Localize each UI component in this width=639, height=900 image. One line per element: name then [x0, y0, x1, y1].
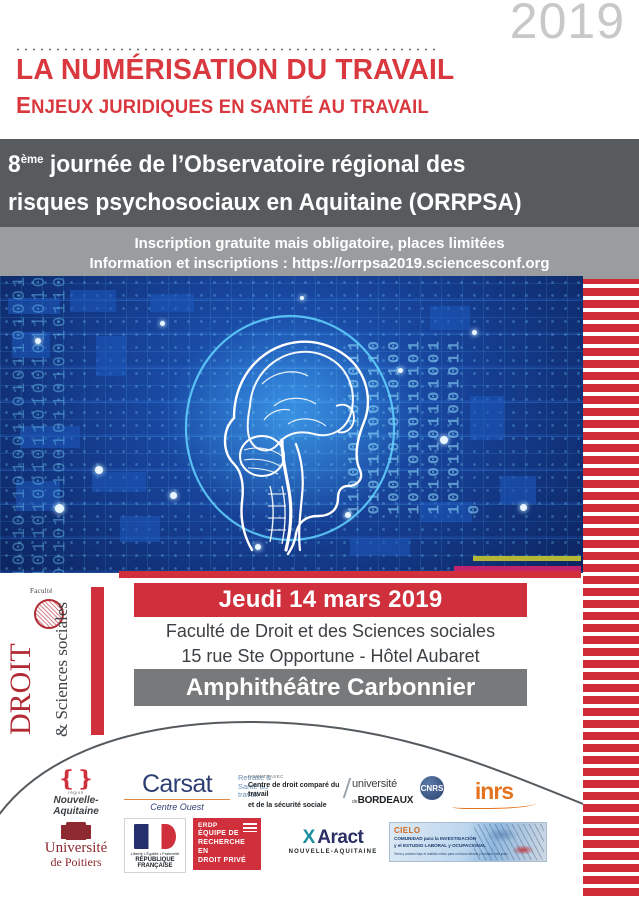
logo-aract: X Aract NOUVELLE-AQUITAINE — [283, 828, 383, 855]
accent-bar-red — [119, 571, 581, 578]
ordinal-suffix: ème — [20, 152, 44, 166]
subtitle-rest: NJEUX JURIDIQUES EN SANTÉ AU TRAVAIL — [31, 97, 429, 118]
carsat-tagline: Retraite & Santé au travail — [238, 773, 272, 799]
logo-comptrasec: COMPTRASEC Centre de droit comparé du tr… — [248, 774, 348, 810]
subtitle-line-1-rest: journée de l’Observatoire régional des — [43, 151, 466, 178]
logo-republique-francaise: Liberté • Égalité • Fraternité RÉPUBLIQU… — [124, 818, 186, 873]
aract-region: NOUVELLE-AQUITAINE — [288, 849, 378, 855]
subtitle-initial: E — [16, 92, 32, 118]
poitiers-line-1: Université — [44, 840, 108, 856]
erdp-line-3: DROIT PRIVÉ — [198, 857, 247, 864]
dotted-divider — [14, 48, 438, 51]
comptrasec-line-2: et de la sécurité sociale — [248, 802, 327, 809]
logo-universite-poitiers: Université de Poitiers — [30, 822, 122, 869]
poitiers-line-2: de Poitiers — [50, 855, 102, 869]
erdp-tag: ERDP — [198, 822, 218, 829]
title-block: LA NUMÉRISATION DU TRAVAIL ENJEUX JURIDI… — [0, 52, 639, 136]
na-region-label: région — [68, 790, 84, 795]
registration-line-1: Inscription gratuite mais obligatoire, p… — [134, 235, 505, 252]
logo-erdp: ERDP ÉQUIPE DE RECHERCHE EN DROIT PRIVÉ — [193, 818, 261, 870]
logo-nouvelle-aquitaine: ❴❵ région Nouvelle- Aquitaine — [38, 766, 114, 818]
event-venue: Faculté de Droit et des Sciences sociale… — [134, 617, 527, 669]
decorative-curve — [0, 720, 583, 816]
cnrs-disc-icon: CNRS — [420, 776, 444, 800]
logo-cielo: CIELO COMUNIDAD para la INVESTIGACIÓN y … — [389, 822, 547, 862]
na-line-1: Nouvelle- — [53, 795, 99, 806]
logo-red-bar — [91, 587, 104, 735]
cielo-footer: Tema y autores bajo el análisis crítico … — [394, 852, 508, 856]
logo-cnrs: CNRS — [420, 776, 446, 800]
logo-faculte-label: Faculté — [30, 587, 53, 595]
cielo-artwork — [474, 824, 544, 860]
aract-word: Aract — [317, 827, 364, 848]
carsat-rule — [124, 799, 230, 800]
aract-wordmark: X Aract — [283, 828, 383, 847]
subtitle-line-2: risques psychosociaux en Aquitaine (ORRP… — [8, 189, 522, 216]
bordeaux-de: de — [352, 799, 358, 805]
venue-line-2: 15 rue Ste Opportune - Hôtel Aubaret — [181, 646, 480, 666]
stripe-top-cap — [583, 276, 639, 279]
page-title: LA NUMÉRISATION DU TRAVAIL — [16, 54, 455, 86]
comptrasec-line-1: Centre de droit comparé du travail — [248, 782, 340, 798]
carsat-region: Centre Ouest — [150, 802, 204, 812]
university-seal-icon — [34, 599, 64, 629]
carsat-word: Carsat — [141, 770, 213, 798]
partner-logos: ❴❵ région Nouvelle- Aquitaine Carsat Cen… — [0, 760, 583, 900]
rf-name: RÉPUBLIQUE FRANÇAISE — [135, 857, 175, 869]
event-subtitle-band: 8ème journée de l’Observatoire régional … — [0, 139, 639, 227]
event-date: Jeudi 14 mars 2019 — [134, 583, 527, 617]
ordinal-number: 8 — [8, 151, 21, 178]
right-stripe-pattern — [583, 276, 639, 900]
erdp-line-2: RECHERCHE EN — [198, 839, 246, 855]
subtitle-line-1: 8ème journée de l’Observatoire régional … — [8, 153, 465, 177]
page-subtitle: ENJEUX JURIDIQUES EN SANTÉ AU TRAVAIL — [16, 92, 429, 118]
light-specks — [0, 276, 583, 573]
french-flag-icon — [134, 824, 176, 849]
erdp-line-1: ÉQUIPE DE — [198, 830, 239, 837]
registration-url[interactable]: Information et inscriptions : https://or… — [89, 255, 550, 272]
poitiers-crest-icon — [66, 822, 86, 840]
na-line-2: Aquitaine — [53, 806, 99, 817]
accent-bar-magenta — [454, 566, 581, 571]
logo-carsat: Carsat Centre Ouest Retraite & Santé au … — [118, 770, 271, 812]
event-room: Amphithéâtre Carbonnier — [134, 669, 527, 706]
inrs-word: inrs — [474, 778, 514, 804]
year-label: 2019 — [509, 0, 625, 49]
bordeaux-line-1: université — [352, 778, 398, 790]
circuit-brain-image: 1001011010011010110100101101001011010010… — [0, 276, 583, 573]
accent-bar-olive — [473, 556, 581, 561]
logo-universite-bordeaux: université deBORDEAUX — [342, 778, 416, 808]
cielo-line-1: COMUNIDAD para la INVESTIGACIÓN — [394, 836, 477, 841]
venue-line-1: Faculté de Droit et des Sciences sociale… — [165, 621, 496, 641]
bordeaux-line-2: BORDEAUX — [357, 795, 414, 806]
erdp-bars-icon — [243, 823, 257, 832]
rf-motto: Liberté • Égalité • Fraternité — [130, 851, 180, 856]
brain-head-illustration — [178, 310, 410, 558]
comptrasec-tag: COMPTRASEC — [248, 774, 284, 779]
faculte-droit-logo: Faculté DROIT & Sciences sociales UNIVER… — [4, 583, 112, 739]
cielo-title: CIELO — [394, 826, 421, 835]
circuit-blocks — [0, 276, 583, 573]
logo-inrs: inrs — [452, 780, 536, 809]
cielo-line-2: y el ESTUDIO LABORAL y OCUPACIONAL — [394, 843, 486, 848]
inrs-swoosh-icon — [452, 799, 536, 809]
registration-band: Inscription gratuite mais obligatoire, p… — [0, 227, 639, 276]
lion-icon: ❴❵ — [57, 766, 95, 791]
aract-x-icon: X — [302, 827, 316, 848]
